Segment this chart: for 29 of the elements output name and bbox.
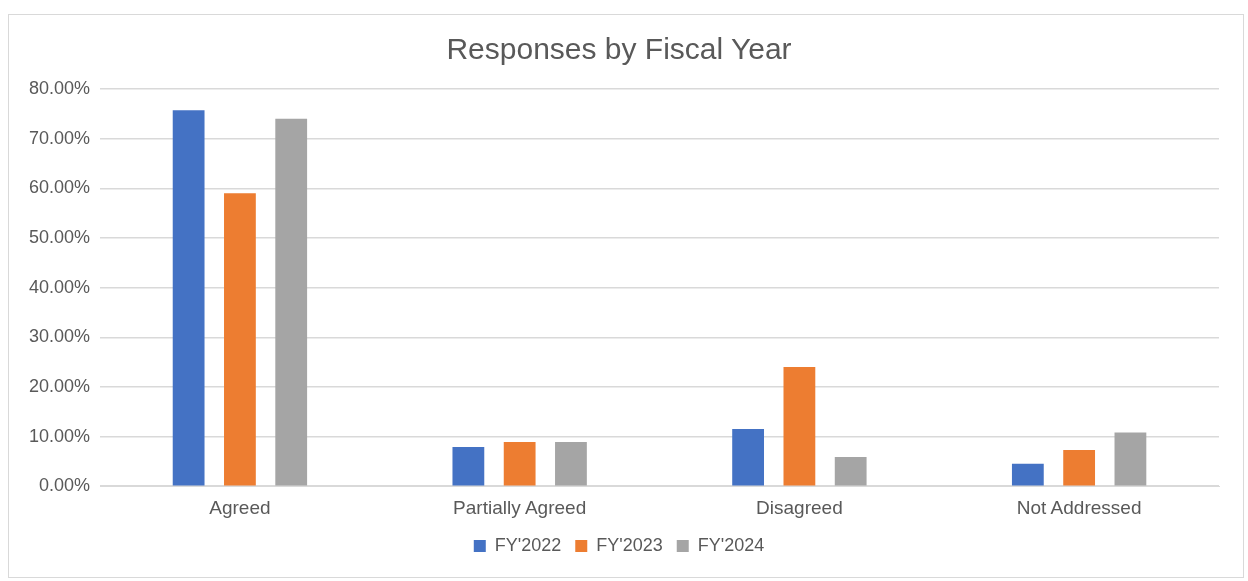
y-tick-label: 30.00% — [28, 326, 91, 347]
legend-label: FY'2024 — [697, 534, 765, 555]
y-tick-label: 20.00% — [28, 375, 91, 396]
x-tick-label: Partially Agreed — [453, 496, 587, 518]
x-tick-label: Agreed — [209, 496, 271, 518]
legend-label: FY'2023 — [596, 534, 663, 555]
y-tick-label: 60.00% — [28, 177, 91, 198]
y-tick-label: 10.00% — [28, 425, 91, 446]
x-tick-label: Disagreed — [756, 496, 843, 518]
bar — [555, 442, 587, 486]
bar — [503, 442, 536, 486]
bar — [1011, 463, 1044, 486]
bar — [783, 367, 816, 486]
bar — [1114, 432, 1147, 486]
x-tick-label: Not Addressed — [1016, 496, 1142, 518]
chart-title: Responses by Fiscal Year — [446, 32, 792, 66]
y-tick-label: 80.00% — [28, 77, 91, 98]
y-tick-label: 70.00% — [28, 127, 91, 148]
bar — [452, 446, 485, 486]
bar — [224, 193, 256, 486]
y-tick-label: 0.00% — [39, 475, 91, 496]
bar — [732, 429, 765, 486]
y-tick-label: 50.00% — [28, 226, 91, 247]
bar — [172, 110, 205, 486]
bar — [834, 456, 867, 486]
bar — [275, 118, 308, 486]
y-tick-label: 40.00% — [28, 276, 91, 297]
legend-label: FY'2022 — [494, 534, 562, 555]
bar — [1063, 449, 1096, 486]
